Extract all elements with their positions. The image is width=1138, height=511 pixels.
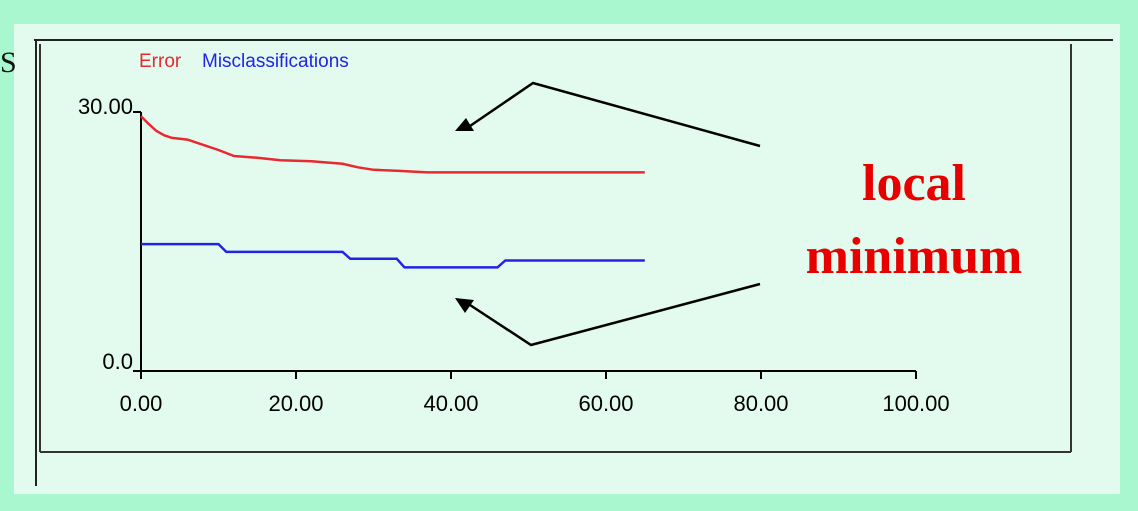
- series-line-error: [140, 115, 645, 174]
- legend-error: Error: [139, 51, 182, 72]
- x-tick-label: 40.00: [423, 391, 478, 416]
- y-ticks: 0.0 30.00: [78, 94, 141, 374]
- x-tick-label: 80.00: [733, 391, 788, 416]
- chart-panel: [14, 24, 1120, 494]
- y-tick-label: 0.0: [102, 349, 133, 374]
- y-tick-label: 30.00: [78, 94, 133, 119]
- x-ticks: 0.00 20.00 40.00 60.00 80.00 100.00: [120, 371, 950, 416]
- x-tick-label: 20.00: [268, 391, 323, 416]
- x-tick-label: 0.00: [120, 391, 163, 416]
- annotation-local: local: [862, 155, 966, 212]
- x-tick-label: 100.00: [882, 391, 949, 416]
- annotation-minimum: minimum: [806, 228, 1023, 285]
- arrow-upper: [455, 81, 761, 148]
- legend-misclassifications: Misclassifications: [202, 51, 349, 72]
- series-line-misclassifications: [141, 242, 645, 269]
- series-group: [140, 115, 645, 269]
- x-tick-label: 60.00: [578, 391, 633, 416]
- arrow-lower: [455, 282, 761, 347]
- cut-off-letter: S: [0, 46, 17, 79]
